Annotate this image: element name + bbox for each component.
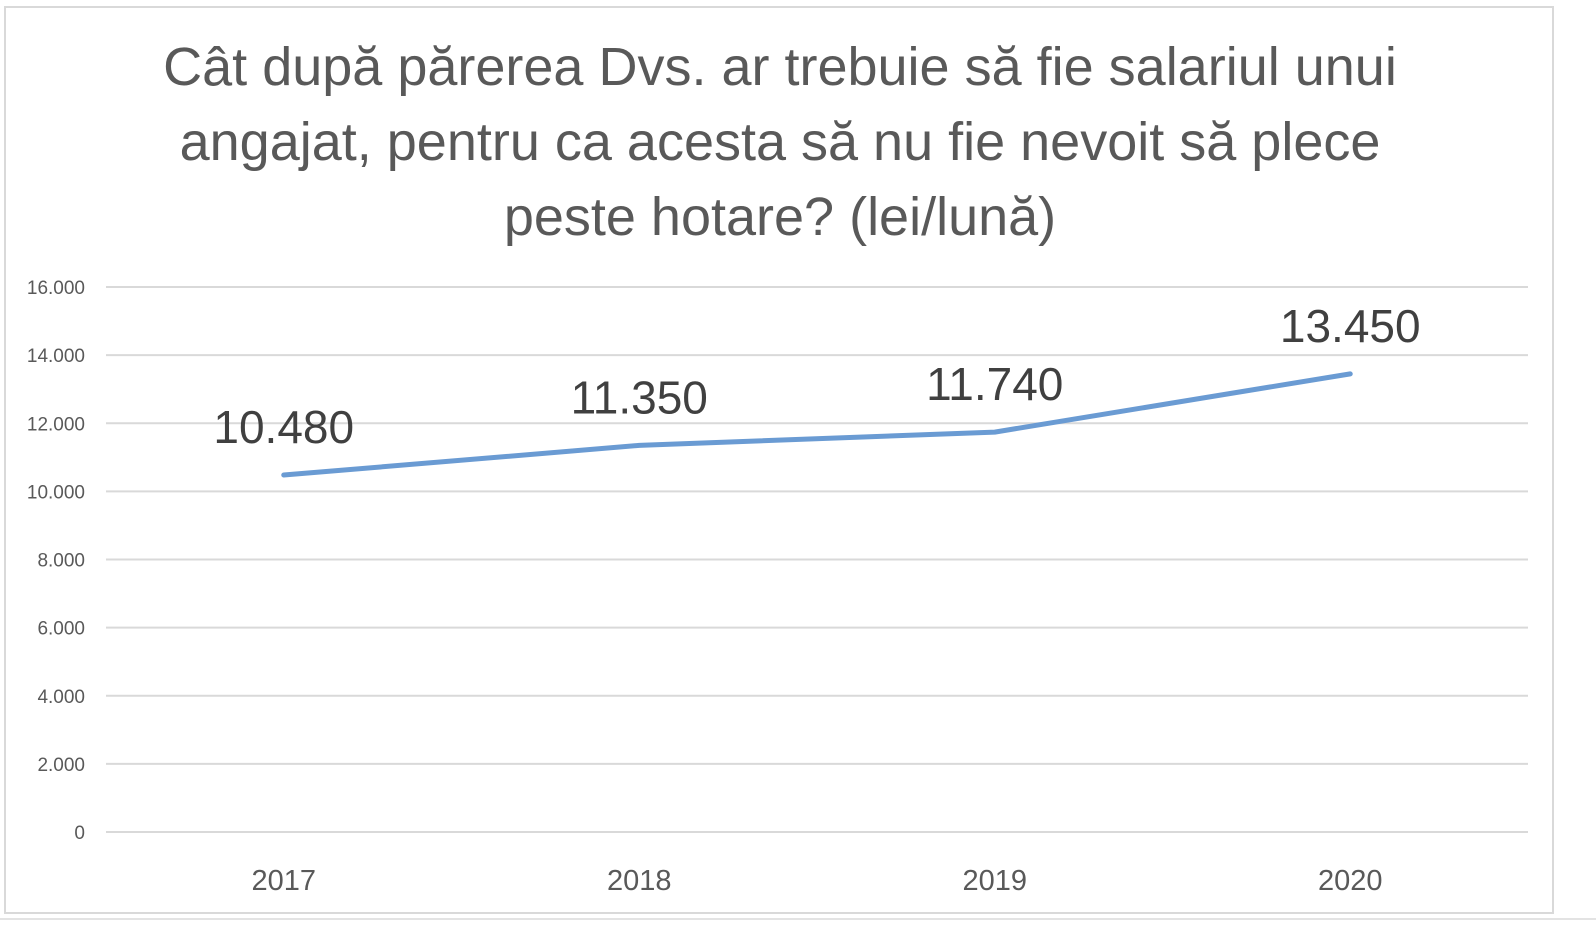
chart-frame bbox=[4, 6, 1554, 914]
y-tick-label: 16.000 bbox=[27, 278, 85, 299]
y-tick-label: 8.000 bbox=[37, 551, 85, 572]
chart-title: Cât după părerea Dvs. ar trebuie să fie … bbox=[163, 37, 1397, 247]
data-label: 13.450 bbox=[1280, 300, 1421, 352]
y-axis-ticks: 0 2.000 4.000 6.000 8.000 10.000 12.000 14.000 1… bbox=[27, 278, 85, 844]
series-layer bbox=[281, 371, 1353, 478]
frame-bottom-divider bbox=[0, 918, 1596, 920]
data-labels: 10.480 11.350 11.740 13.450 bbox=[213, 300, 1420, 453]
x-tick-label: 2018 bbox=[607, 865, 672, 897]
y-tick-label: 14.000 bbox=[27, 346, 85, 367]
x-axis-ticks: 2017 2018 2019 2020 bbox=[251, 865, 1382, 897]
data-label: 11.740 bbox=[926, 358, 1063, 410]
x-tick-label: 2017 bbox=[251, 865, 316, 897]
y-tick-label: 10.000 bbox=[27, 482, 85, 503]
x-tick-label: 2020 bbox=[1318, 865, 1383, 897]
data-label: 10.480 bbox=[213, 401, 354, 453]
x-tick-label: 2019 bbox=[962, 865, 1027, 897]
series-line bbox=[281, 371, 1353, 478]
y-tick-label: 4.000 bbox=[37, 687, 85, 708]
data-label: 11.350 bbox=[571, 371, 708, 423]
gridlines bbox=[106, 286, 1528, 833]
y-tick-label: 0 bbox=[74, 823, 85, 844]
y-tick-label: 12.000 bbox=[27, 414, 85, 435]
y-tick-label: 2.000 bbox=[37, 755, 85, 776]
y-tick-label: 6.000 bbox=[37, 619, 85, 640]
